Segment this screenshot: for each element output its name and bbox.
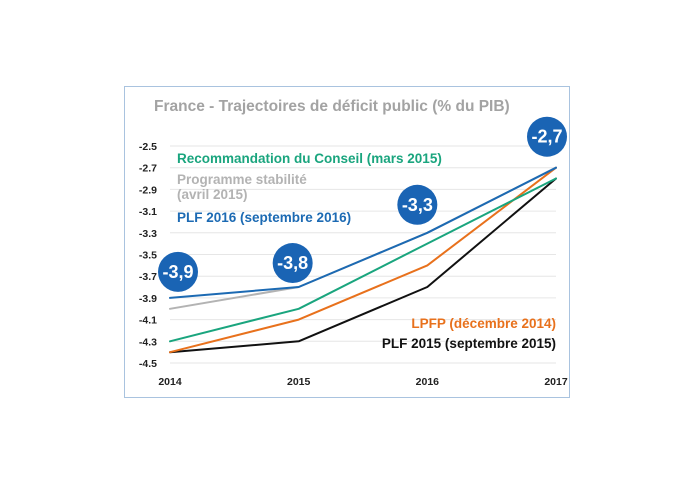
line-chart: France - Trajectoires de déficit public … [139,98,568,388]
value-bubble-2014: -3,9 [158,251,198,292]
gridlines [170,145,556,364]
value-bubble-circle [527,116,567,157]
value-bubble-2016: -3,3 [397,184,438,225]
legend-label-line: (avril 2015) [177,187,248,202]
y-tick-label: -4.3 [139,336,157,348]
series-line-plf2016 [169,166,557,299]
series-line-conseil [169,177,557,343]
legend: Programme stabilité (avril 2015) PLF 2015 … [177,151,556,351]
y-tick-label: -2.7 [139,163,157,175]
value-bubble-2017: -2,7 [527,116,567,157]
x-tick-label: 2014 [158,376,182,388]
y-tick-label: -2.9 [139,184,157,196]
series-line-lpfp [169,166,557,354]
value-bubble-circle [272,243,313,284]
legend-label-line: PLF 2016 (septembre 2016) [177,210,351,225]
y-tick-label: -3.5 [139,250,157,262]
value-bubble-label: -2,7 [531,127,562,147]
series-line-plf2015 [169,177,557,354]
y-tick-label: -3.9 [139,293,157,305]
value-bubble-circle [158,251,198,292]
legend-label-line: Programme stabilité [177,172,307,187]
series-lines [169,166,557,354]
y-tick-label: -3.7 [139,271,157,283]
value-bubble-label: -3,3 [402,195,433,215]
value-bubble-circle [397,184,438,225]
y-tick-label: -3.3 [139,228,157,240]
value-bubble-label: -3,8 [277,253,308,273]
value-bubble-label: -3,9 [162,262,193,282]
x-tick-label: 2015 [287,376,311,388]
x-tick-label: 2016 [416,376,440,388]
value-bubble-2015: -3,8 [272,243,313,284]
legend-label-plf2015: PLF 2015 (septembre 2015) [382,336,556,351]
legend-label-programme: Programme stabilité (avril 2015) [177,172,307,202]
y-axis-ticks: -2.5 -2.7 -2.9 -3.1 -3.3 -3.5 -3.7 -3.9 -4.1 -4.3… [139,141,157,370]
value-annotations: -3,9 -3,8 -3,3 -2,7 [158,116,567,292]
chart-frame: France - Trajectoires de déficit public … [124,86,570,398]
y-tick-label: -3.1 [139,206,157,218]
x-axis-ticks: 2014 2015 2016 2017 [158,376,568,388]
y-tick-label: -4.5 [139,358,157,370]
x-tick-label: 2017 [544,376,568,388]
legend-label-conseil: Recommandation du Conseil (mars 2015) [177,151,442,166]
chart-title: France - Trajectoires de déficit public … [154,98,510,115]
legend-label-lpfp: LPFP (décembre 2014) [411,316,556,331]
y-tick-label: -2.5 [139,141,157,153]
legend-label-plf2016: PLF 2016 (septembre 2016) [177,210,351,225]
legend-label-line: LPFP (décembre 2014) [411,316,556,331]
legend-label-line: PLF 2015 (septembre 2015) [382,336,556,351]
y-tick-label: -4.1 [139,315,157,327]
legend-label-line: Recommandation du Conseil (mars 2015) [177,151,442,166]
